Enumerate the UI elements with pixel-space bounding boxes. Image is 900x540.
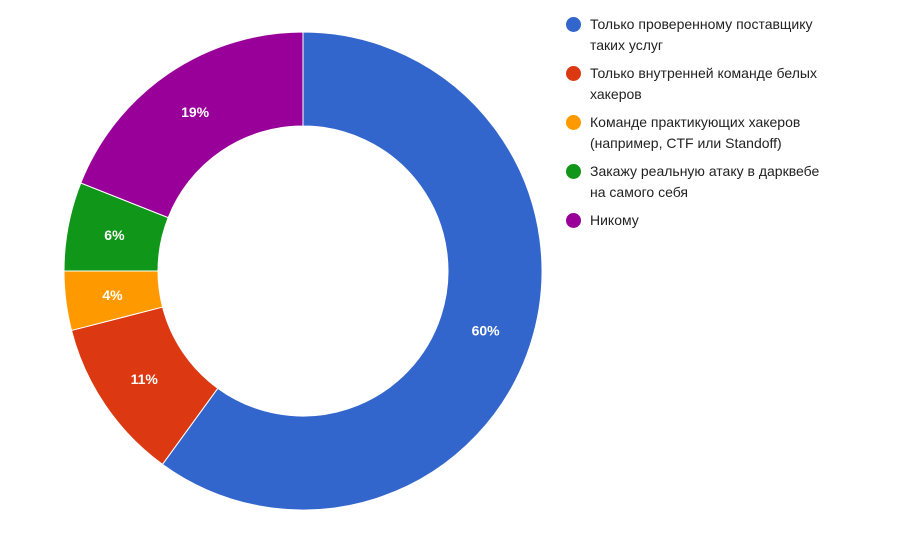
legend-item[interactable]: Только проверенному поставщику таких усл… bbox=[566, 14, 896, 56]
legend-swatch bbox=[566, 213, 581, 228]
slice-value-label: 6% bbox=[104, 227, 125, 243]
legend-label: Никому bbox=[590, 212, 639, 228]
legend-item[interactable]: Закажу реальную атаку в дарквебе на само… bbox=[566, 161, 896, 203]
legend-swatch bbox=[566, 164, 581, 179]
legend-label: Только проверенному поставщику таких усл… bbox=[590, 16, 813, 53]
donut-slice-0[interactable] bbox=[161, 31, 543, 511]
legend-item[interactable]: Только внутренней команде белых хакеров bbox=[566, 63, 896, 105]
legend-label: Только внутренней команде белых хакеров bbox=[590, 65, 817, 102]
legend-swatch bbox=[566, 66, 581, 81]
legend-swatch bbox=[566, 115, 581, 130]
legend-swatch bbox=[566, 17, 581, 32]
donut-chart: 60% 11% 4% 6% 19% bbox=[63, 31, 543, 511]
legend-item[interactable]: Никому bbox=[566, 210, 896, 231]
slice-value-label: 11% bbox=[131, 371, 159, 387]
donut-slices bbox=[63, 31, 543, 511]
slice-value-label: 4% bbox=[102, 287, 123, 303]
donut-slice-labels: 60% 11% 4% 6% 19% bbox=[102, 104, 500, 387]
slice-value-label: 19% bbox=[181, 104, 210, 120]
slice-value-label: 60% bbox=[472, 322, 501, 338]
legend-label: Команде практикующих хакеров (например, … bbox=[590, 114, 801, 151]
legend-label: Закажу реальную атаку в дарквебе на само… bbox=[590, 163, 820, 200]
donut-slice-4[interactable] bbox=[80, 31, 304, 219]
chart-legend: Только проверенному поставщику таких усл… bbox=[566, 14, 896, 238]
legend-item[interactable]: Команде практикующих хакеров (например, … bbox=[566, 112, 896, 154]
